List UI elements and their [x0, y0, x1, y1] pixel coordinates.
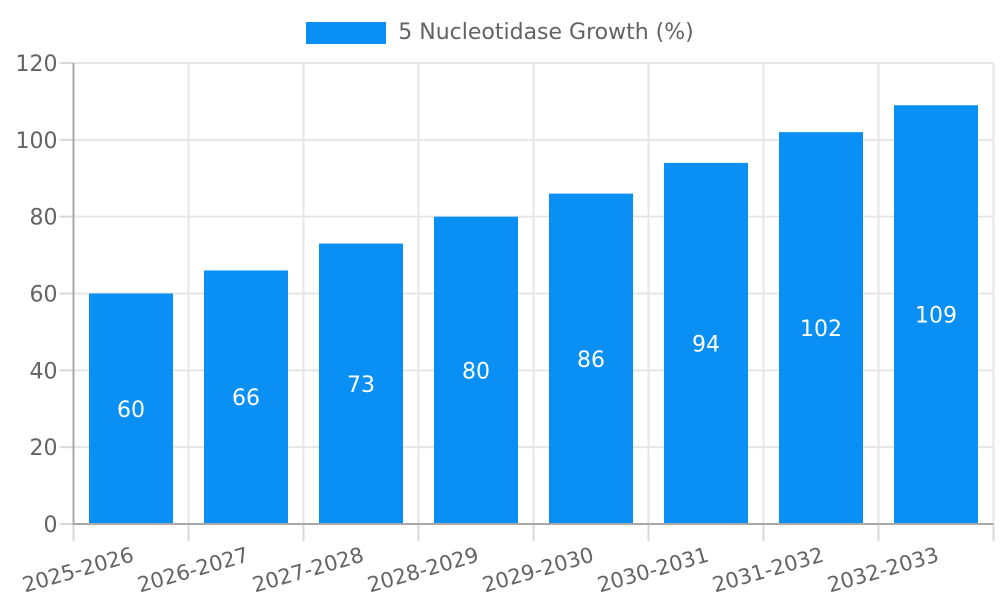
- x-tick-label: 2027-2028: [250, 543, 367, 598]
- y-tick-label: 80: [30, 206, 58, 231]
- x-tick-label: 2030-2031: [595, 543, 712, 598]
- bar-value-label: 73: [347, 373, 375, 398]
- legend-swatch: [306, 21, 387, 44]
- y-tick-label: 0: [44, 513, 58, 538]
- y-tick-label: 100: [16, 129, 58, 154]
- x-tick-label: 2029-2030: [480, 543, 597, 598]
- bar: [434, 216, 518, 524]
- y-tick-label: 20: [30, 436, 58, 461]
- bar-value-label: 86: [577, 348, 605, 373]
- bar: [894, 105, 978, 524]
- bar: [204, 270, 288, 524]
- x-tick-label: 2031-2032: [710, 543, 827, 598]
- y-tick-label: 120: [16, 52, 58, 77]
- bar: [549, 193, 633, 524]
- legend[interactable]: 5 Nucleotidase Growth (%): [0, 20, 1000, 45]
- bar-value-label: 66: [232, 386, 260, 411]
- bar-value-label: 94: [692, 332, 720, 357]
- bar-value-label: 102: [800, 317, 842, 342]
- legend-label: 5 Nucleotidase Growth (%): [398, 20, 694, 45]
- x-tick-label: 2028-2029: [365, 543, 482, 598]
- bar: [319, 243, 403, 524]
- x-tick-label: 2026-2027: [135, 543, 252, 598]
- x-tick-label: 2032-2033: [825, 543, 942, 598]
- y-tick-label: 60: [30, 283, 58, 308]
- bar: [664, 162, 748, 524]
- bar-value-label: 60: [117, 398, 145, 423]
- bar-value-label: 80: [462, 359, 490, 384]
- bar-value-label: 109: [915, 304, 957, 329]
- bar: [89, 293, 173, 524]
- x-tick-label: 2025-2026: [20, 543, 137, 598]
- y-tick-label: 40: [30, 359, 58, 384]
- bar: [779, 132, 863, 524]
